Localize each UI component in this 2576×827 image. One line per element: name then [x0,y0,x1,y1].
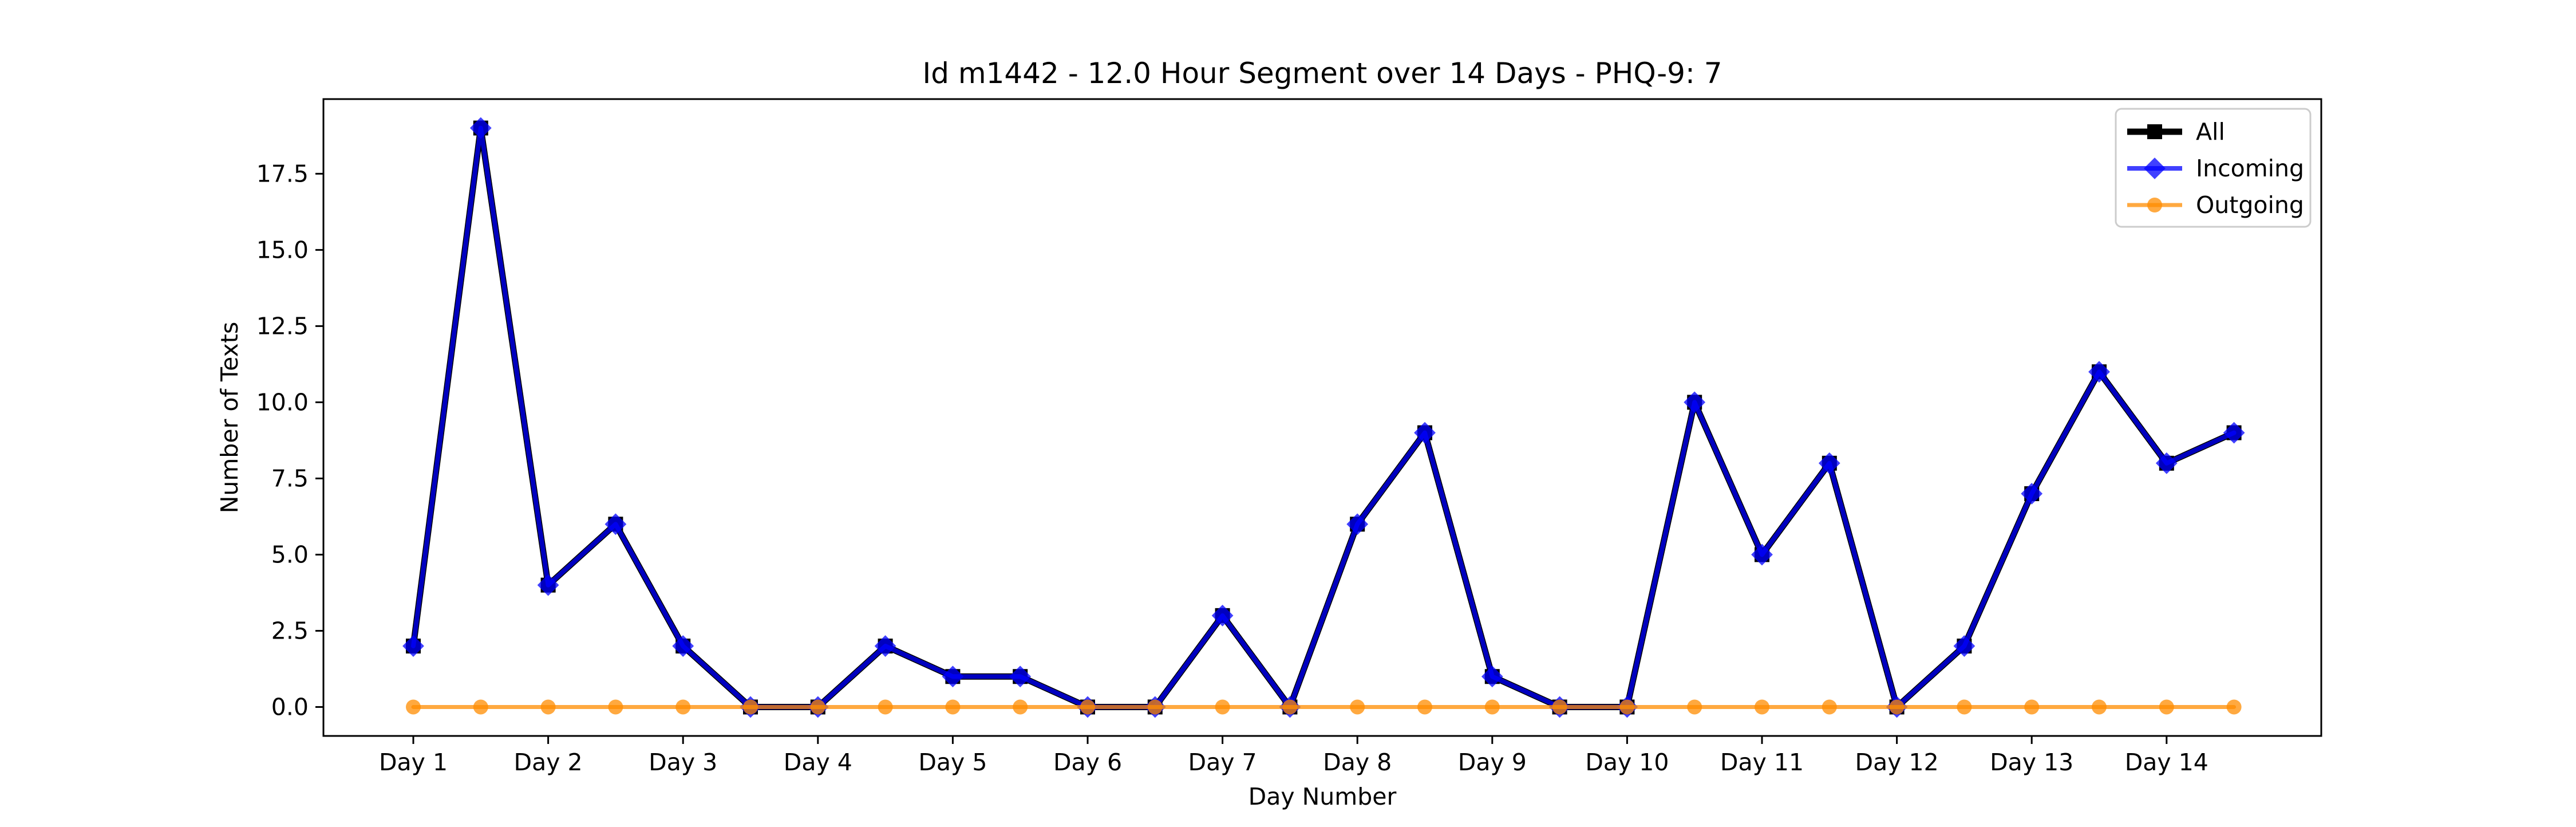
x-tick-label: Day 7 [1188,749,1257,776]
legend-marker-outgoing [2147,198,2162,212]
data-point-incoming [1751,544,1773,566]
chart-title: Id m1442 - 12.0 Hour Segment over 14 Day… [922,57,1722,90]
data-point-incoming [402,635,424,657]
data-point-outgoing [810,699,825,715]
y-tick-label: 2.5 [271,617,309,644]
legend-marker-incoming [2144,157,2166,179]
data-point-outgoing [675,699,691,715]
data-point-incoming [605,513,627,535]
legend-label-incoming: Incoming [2196,155,2304,182]
x-tick-label: Day 10 [1585,749,1669,776]
data-point-outgoing [1619,699,1635,715]
data-point-incoming [1818,452,1840,474]
y-tick-label: 15.0 [256,236,309,263]
x-tick-label: Day 3 [649,749,717,776]
y-tick-label: 17.5 [256,160,309,187]
data-point-incoming [537,574,559,596]
data-point-outgoing [1484,699,1500,715]
y-axis-label: Number of Texts [216,322,243,514]
data-point-incoming [1346,513,1369,535]
legend-entries: All Incoming Outgoing [2127,118,2304,219]
plot-frame [322,98,2322,737]
data-point-outgoing [1755,699,1769,715]
x-tick-label: Day 8 [1323,749,1392,776]
axes-layer: 0.0 2.5 5.0 7.5 10.0 12.5 15.0 17.5 Day 1 Day 2 Da… [256,160,2208,776]
data-point-incoming [2021,483,2043,505]
y-tick-label: 10.0 [256,388,309,416]
data-point-incoming [874,635,896,657]
series-line-incoming [411,125,2237,710]
data-point-outgoing [743,699,758,715]
legend-box [2115,108,2312,228]
x-tick-label: Day 1 [379,749,448,776]
x-tick-label: Day 2 [514,749,583,776]
data-point-outgoing [1822,699,1837,715]
data-layer [402,117,2245,718]
legend-label-all: All [2196,118,2225,145]
data-point-outgoing [2092,699,2107,715]
data-point-outgoing [1013,699,1028,715]
data-point-incoming [1953,635,1976,657]
data-point-outgoing [1215,699,1230,715]
data-point-outgoing [1147,699,1163,715]
y-tick-label: 0.0 [271,693,309,720]
data-point-incoming [2155,452,2178,474]
data-point-incoming [942,665,964,688]
y-tick-label: 12.5 [256,312,309,340]
x-tick-label: Day 5 [918,749,987,776]
data-point-outgoing [2159,699,2174,715]
x-tick-label: Day 12 [1855,749,1939,776]
data-point-outgoing [473,699,488,715]
y-tick-label: 7.5 [271,464,309,492]
x-tick-label: Day 4 [784,749,852,776]
data-point-outgoing [540,699,556,715]
data-point-outgoing [1080,699,1095,715]
data-point-outgoing [2226,699,2242,715]
data-point-incoming [2223,422,2245,444]
x-tick-label: Day 14 [2125,749,2208,776]
data-point-outgoing [406,699,421,715]
data-point-outgoing [1552,699,1567,715]
data-point-outgoing [1417,699,1432,715]
data-point-outgoing [2024,699,2040,715]
data-point-incoming [1481,665,1503,688]
data-point-outgoing [1957,699,1972,715]
x-tick-label: Day 6 [1053,749,1122,776]
legend-marker-all [2147,124,2162,139]
data-point-outgoing [1350,699,1365,715]
data-point-outgoing [878,699,893,715]
x-tick-label: Day 9 [1458,749,1527,776]
data-point-incoming [672,635,694,657]
data-point-outgoing [1889,699,1905,715]
data-point-outgoing [1687,699,1702,715]
x-tick-label: Day 13 [1990,749,2073,776]
data-point-outgoing [608,699,623,715]
x-axis-label: Day Number [1249,783,1397,810]
data-point-outgoing [945,699,961,715]
x-tick-label: Day 11 [1720,749,1804,776]
legend-label-outgoing: Outgoing [2196,191,2304,219]
data-point-incoming [469,117,492,139]
y-tick-label: 5.0 [271,541,309,568]
data-point-incoming [1009,665,1032,688]
data-point-incoming [2088,361,2110,383]
data-point-incoming [1414,422,1436,444]
legend: All Incoming Outgoing [2115,108,2312,228]
data-point-outgoing [1282,699,1298,715]
data-point-incoming [1684,391,1706,414]
data-point-incoming [1211,604,1234,627]
